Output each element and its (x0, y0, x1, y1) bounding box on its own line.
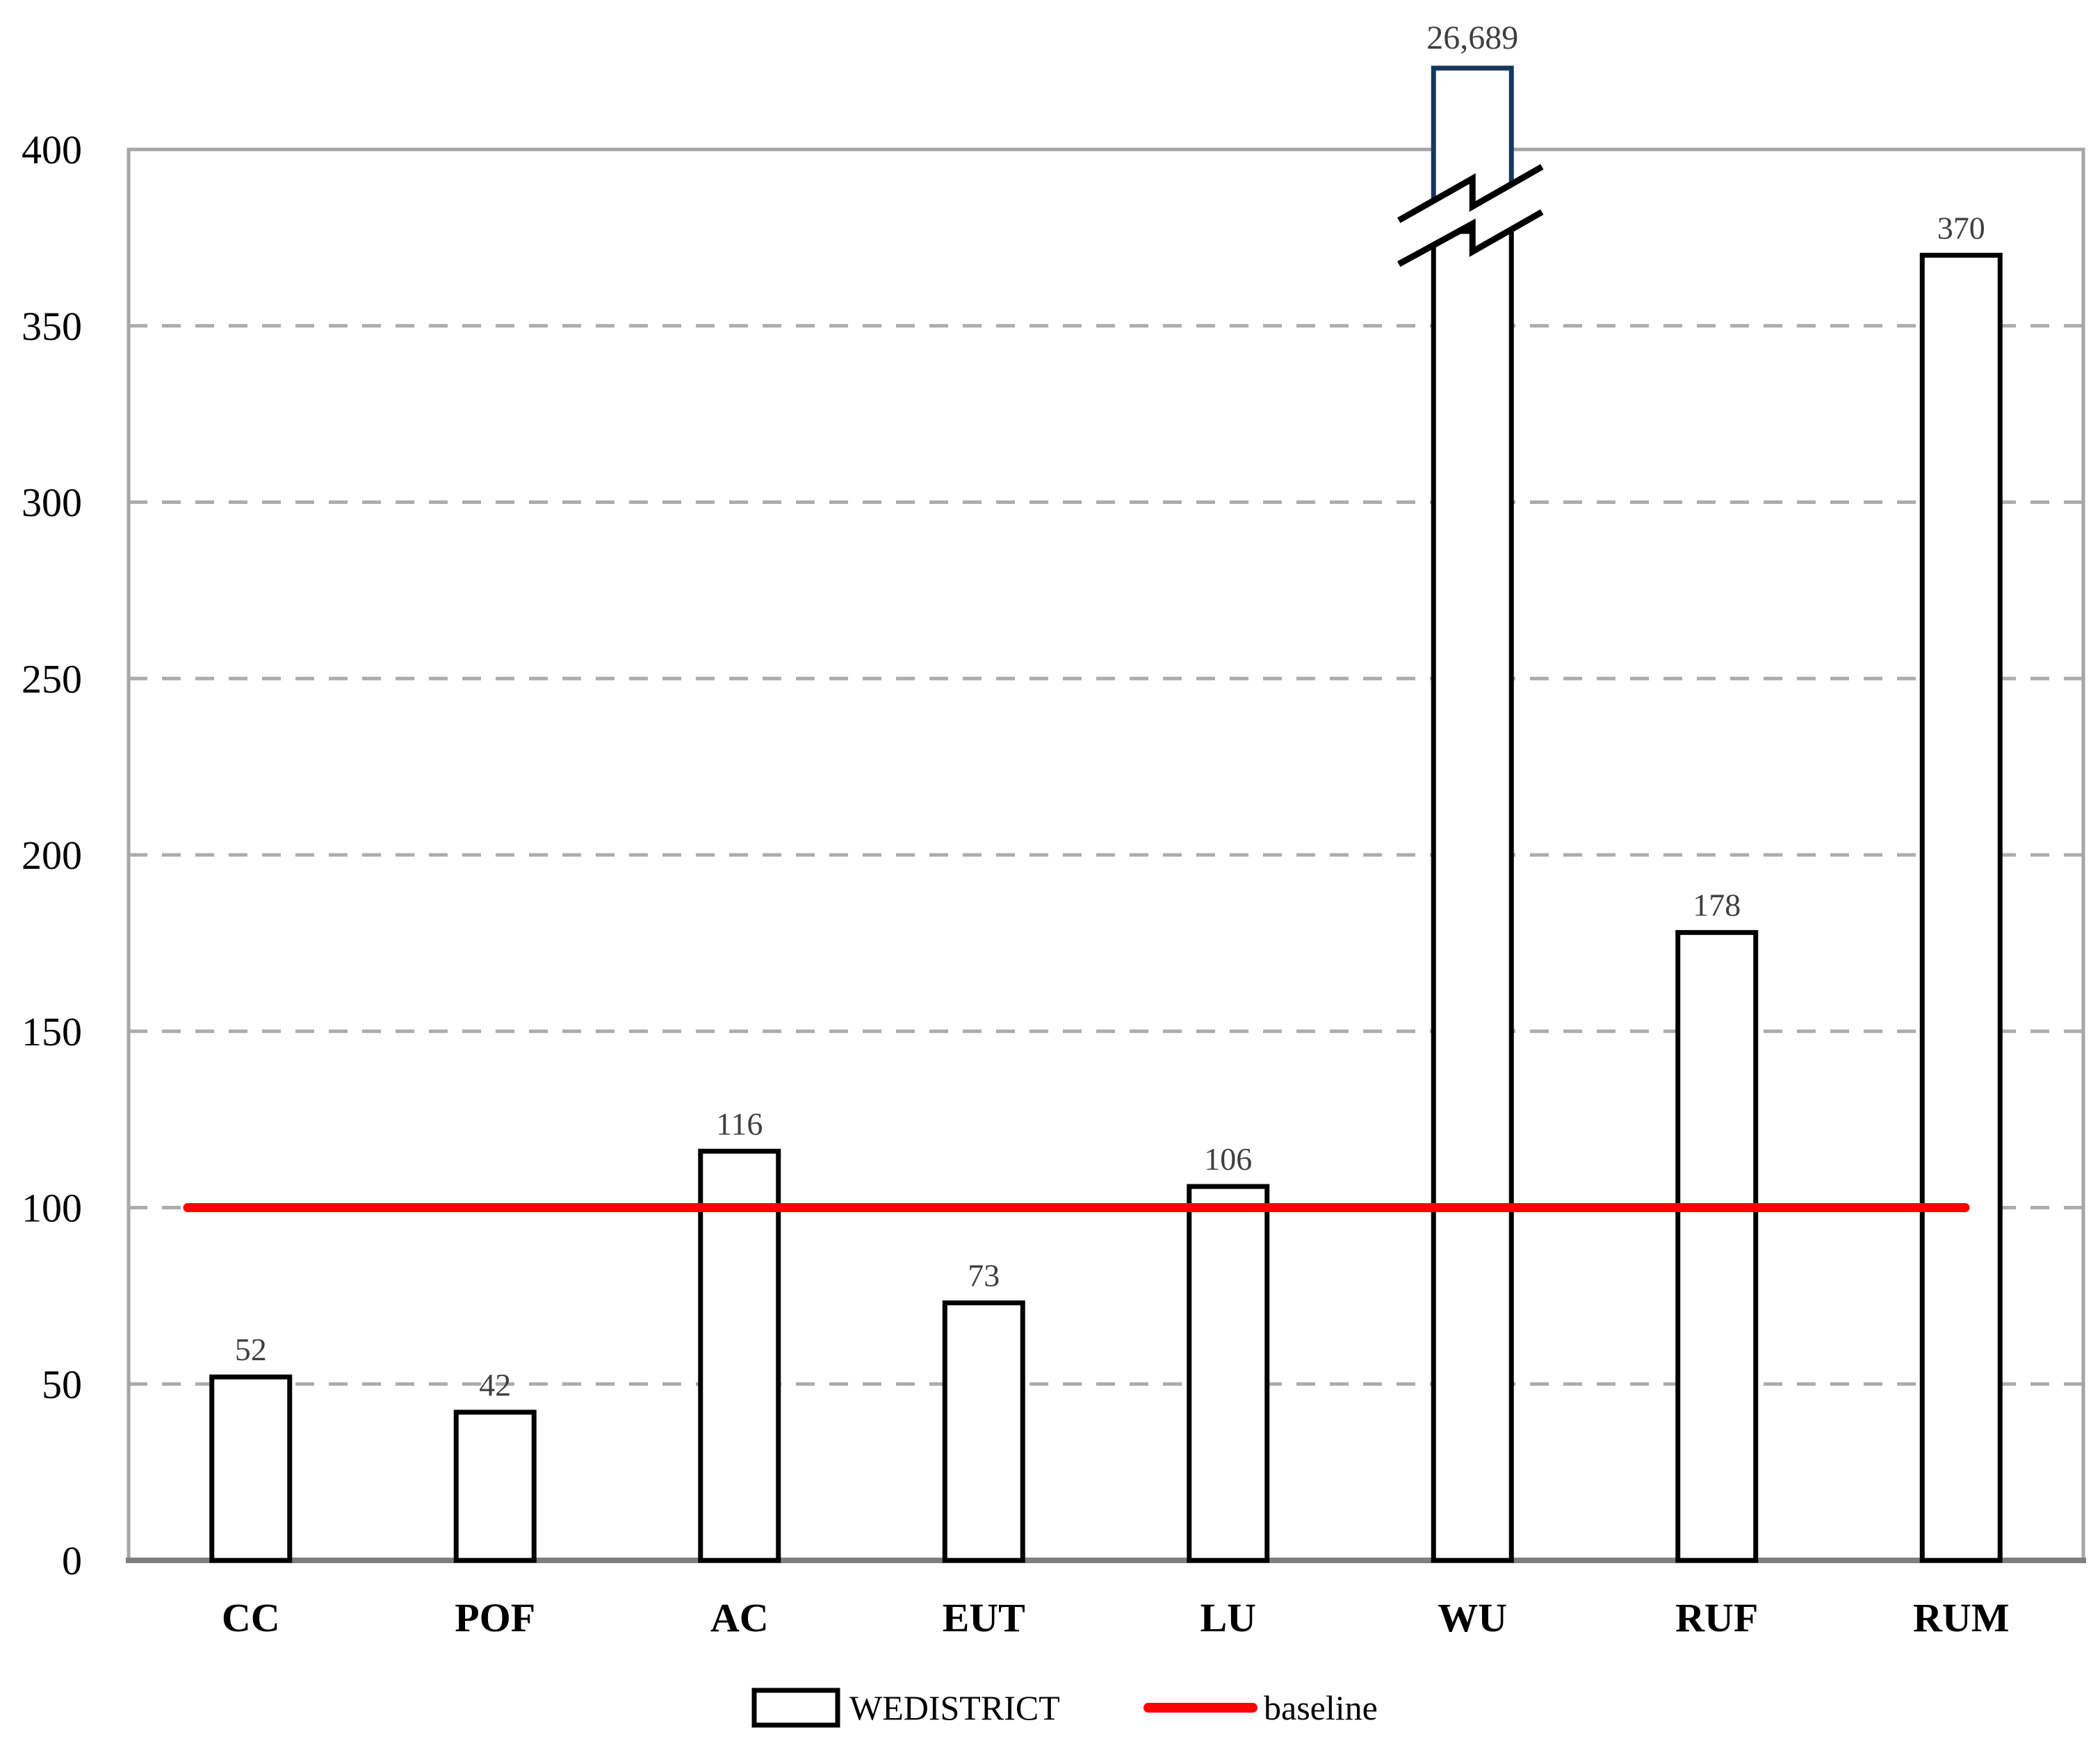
y-tick-label: 350 (22, 304, 82, 349)
bar-lower-segment (1431, 229, 1514, 1563)
bar-value-label: 370 (1937, 210, 1985, 245)
category-label-eut: EUT (943, 1595, 1025, 1640)
category-label-ruf: RUF (1675, 1595, 1758, 1640)
category-label-pof: POF (455, 1595, 535, 1640)
category-label-rum: RUM (1913, 1595, 2010, 1640)
y-tick-label: 400 (22, 127, 82, 172)
bar-ruf (1675, 930, 1759, 1563)
legend-series-swatch (751, 1688, 840, 1728)
bar-value-label: 178 (1693, 888, 1741, 923)
legend-baseline-label: baseline (1264, 1688, 1378, 1727)
category-label-wu: WU (1438, 1595, 1507, 1640)
bar-cc (209, 1374, 293, 1563)
bar-value-label: 73 (968, 1258, 1000, 1293)
y-axis-labels: 0 50 100 150 200 250 300 350 400 (22, 127, 82, 1583)
y-tick-label: 100 (22, 1186, 82, 1231)
bar-value-label: 26,689 (1426, 19, 1518, 56)
bar-value-label: 106 (1204, 1141, 1252, 1177)
category-label-lu: LU (1200, 1595, 1256, 1640)
bar-eut (942, 1300, 1025, 1563)
axis-break-zigzag-lower (1397, 209, 1544, 267)
bars: 52 42 116 73 106 26,689 178 370 (209, 19, 2003, 1563)
bar-lu (1187, 1184, 1270, 1563)
axis-break-band (1399, 167, 1543, 264)
bar-ac (698, 1148, 781, 1563)
x-axis-labels: CC POF AC EUT LU WU RUF RUM (222, 1595, 2010, 1640)
bar-value-label: 116 (716, 1106, 763, 1141)
gridlines (129, 324, 2083, 1386)
bar-rum (1919, 252, 2003, 1563)
bar-value-label: 52 (235, 1332, 267, 1367)
y-tick-label: 200 (22, 833, 82, 878)
category-label-ac: AC (710, 1595, 769, 1640)
y-tick-label: 0 (62, 1538, 82, 1583)
y-tick-label: 150 (22, 1009, 82, 1054)
legend: WEDISTRICT baseline (751, 1688, 1378, 1728)
bar-pof (453, 1410, 537, 1563)
category-label-cc: CC (222, 1595, 280, 1640)
y-tick-label: 300 (22, 480, 82, 525)
bar-value-label: 42 (479, 1367, 511, 1403)
y-tick-label: 50 (42, 1362, 82, 1407)
axis-break-zigzag-upper (1397, 164, 1544, 223)
bar-broken-wu: 26,689 (1397, 19, 1544, 1563)
y-tick-label: 250 (22, 656, 82, 701)
legend-series-label: WEDISTRICT (849, 1688, 1060, 1727)
